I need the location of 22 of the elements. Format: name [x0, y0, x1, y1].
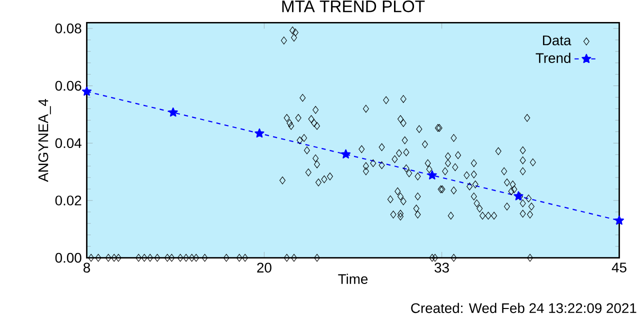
x-tick-label: 33 [434, 262, 449, 273]
point [341, 149, 351, 158]
y-tick-label: 0.08 [55, 23, 82, 34]
x-tick-label: 45 [612, 262, 626, 272]
text: Created: Wed Feb 24 13:22:09 2021 [411, 302, 636, 313]
x-axis-title: Time [338, 274, 368, 284]
y-tick-label: 0.02 [55, 196, 82, 206]
y-tick-label: 0.06 [55, 80, 82, 91]
y-tick-label: 0.00 [55, 252, 82, 263]
chart-title: MTA TREND PLOT [282, 0, 425, 12]
legend-label: Data [543, 36, 572, 46]
x-tick-label: 20 [257, 262, 272, 273]
point [514, 191, 524, 200]
y-axis-title: ANGYNEA_4 [38, 98, 51, 182]
point [168, 107, 178, 117]
point [254, 128, 264, 138]
y-tick-label: 0.04 [55, 138, 82, 148]
legend-label: Trend [536, 52, 570, 63]
point [427, 170, 437, 180]
point [82, 86, 92, 96]
point [614, 216, 624, 225]
x-tick-label: 8 [84, 262, 90, 273]
